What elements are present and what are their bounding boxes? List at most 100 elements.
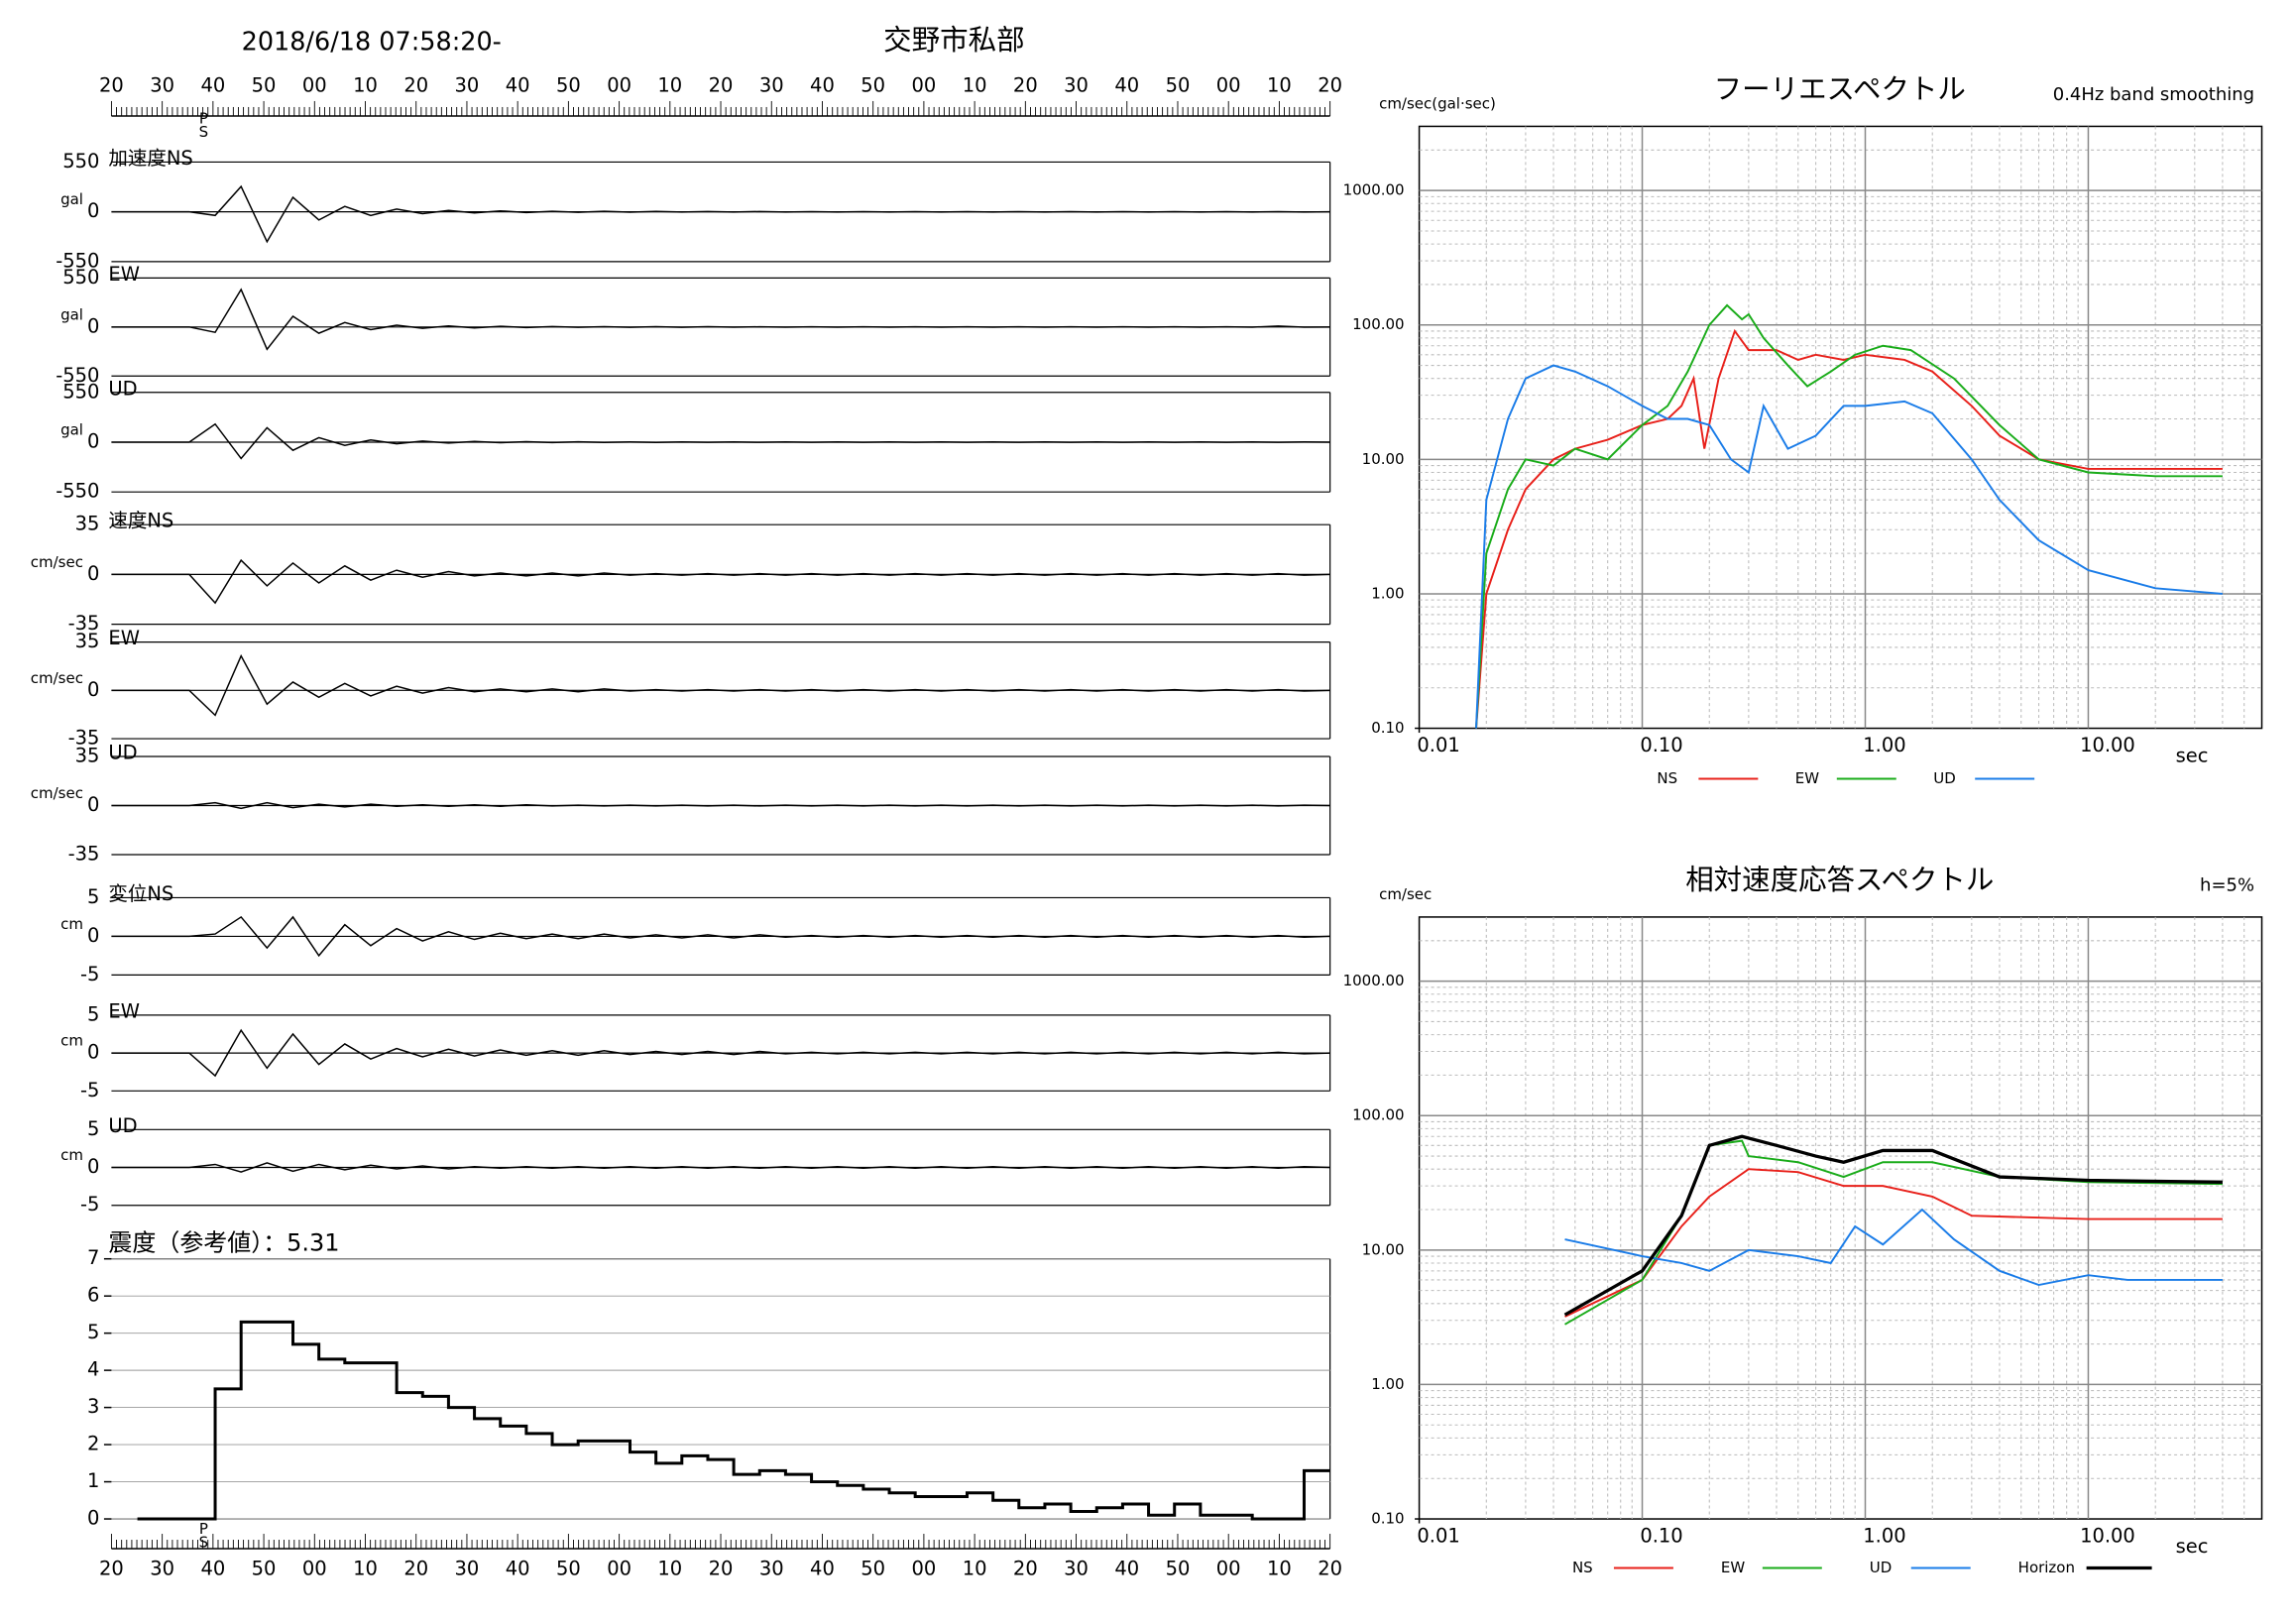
y-tick-label: 35	[75, 745, 100, 767]
time-label: 10	[1267, 73, 1292, 96]
trace-title: EW	[108, 999, 140, 1022]
waveform-line	[111, 184, 1330, 244]
y-tick-label: 0	[87, 924, 99, 947]
y-tick-label: -35	[68, 842, 100, 865]
series-line	[1475, 303, 2223, 729]
time-label: 00	[1216, 1558, 1241, 1580]
time-label: 10	[353, 73, 378, 96]
time-label: 00	[912, 1558, 937, 1580]
series-line	[1475, 364, 2223, 729]
x-tick-label: 0.01	[1417, 734, 1459, 756]
y-tick-label: 0	[87, 562, 99, 585]
unit-label: gal	[60, 420, 83, 438]
series-line	[1563, 1134, 2223, 1317]
series-line	[1475, 328, 2223, 729]
time-label: 50	[556, 73, 581, 96]
y-tick-label: -550	[56, 249, 99, 272]
time-label: 30	[150, 1558, 174, 1580]
x-tick-label: 0.10	[1640, 1525, 1682, 1548]
time-label: 40	[1114, 73, 1139, 96]
y-unit: cm/sec	[1379, 885, 1432, 903]
time-label: 20	[403, 1558, 428, 1580]
time-label: 30	[759, 73, 784, 96]
unit-label: gal	[60, 190, 83, 208]
y-tick-label: -5	[80, 1193, 99, 1216]
y-tick-label: 0	[87, 199, 99, 222]
y-tick-label: 35	[75, 513, 100, 535]
x-tick-label: 10.00	[2080, 1525, 2135, 1548]
y-tick-label: 550	[62, 150, 99, 173]
legend-label: UD	[1933, 769, 1956, 787]
time-label: 40	[200, 1558, 225, 1580]
y-tick-label: -5	[80, 963, 99, 985]
x-tick-label: 1.00	[1863, 1525, 1905, 1548]
time-label: 20	[709, 1558, 734, 1580]
trace-title: UD	[108, 1114, 137, 1137]
time-label: 30	[1064, 1558, 1089, 1580]
legend-label: NS	[1572, 1559, 1593, 1576]
y-tick-label: 0.10	[1371, 1510, 1404, 1528]
unit-label: gal	[60, 305, 83, 323]
y-tick-label: 0	[87, 1041, 99, 1064]
waveform-line	[111, 422, 1330, 460]
series-line	[1564, 1208, 2223, 1287]
y-tick-label: 10.00	[1362, 1240, 1405, 1258]
plot-frame	[1418, 125, 2263, 730]
time-label: 10	[963, 1558, 987, 1580]
series-line	[1564, 1168, 2223, 1318]
time-label: 10	[1267, 1558, 1292, 1580]
unit-label: cm/sec	[31, 784, 83, 802]
time-label: 50	[1166, 73, 1191, 96]
legend-label: Horizon	[2018, 1559, 2075, 1576]
time-label: 20	[1318, 1558, 1342, 1580]
trace-title: UD	[108, 742, 137, 764]
y-unit: cm/sec(gal·sec)	[1379, 94, 1496, 112]
y-tick-label: -5	[80, 1079, 99, 1101]
waveform-line	[111, 801, 1330, 810]
time-label: 40	[1114, 1558, 1139, 1580]
y-tick-label: 0	[87, 678, 99, 701]
time-label: 40	[506, 73, 530, 96]
unit-label: cm	[60, 1032, 83, 1050]
y-tick-label: 1	[87, 1469, 99, 1492]
y-tick-label: 2	[87, 1433, 99, 1455]
trace-title: UD	[108, 377, 137, 400]
x-unit: sec	[2176, 745, 2209, 767]
time-label: 30	[1064, 73, 1089, 96]
y-tick-label: 1000.00	[1343, 972, 1405, 989]
y-tick-label: -35	[68, 612, 100, 635]
time-label: 10	[657, 73, 682, 96]
series-line	[1564, 1139, 2223, 1326]
time-label: 00	[1216, 73, 1241, 96]
phase-mark: P	[199, 1520, 208, 1538]
y-tick-label: 5	[87, 1321, 99, 1343]
time-label: 00	[607, 73, 631, 96]
time-label: 20	[1013, 73, 1038, 96]
y-tick-label: 4	[87, 1358, 99, 1381]
waveform-line	[111, 558, 1330, 605]
y-tick-label: 3	[87, 1395, 99, 1418]
trace-title: 速度NS	[108, 510, 173, 532]
x-tick-label: 10.00	[2080, 734, 2135, 756]
y-tick-label: 0	[87, 1507, 99, 1530]
time-label: 50	[556, 1558, 581, 1580]
waveform-line	[111, 288, 1330, 351]
y-tick-label: 0	[87, 314, 99, 337]
y-tick-label: 7	[87, 1246, 99, 1269]
trace-title: EW	[108, 627, 140, 649]
time-label: 10	[657, 1558, 682, 1580]
trace-title: EW	[108, 263, 140, 286]
y-tick-label: 5	[87, 885, 99, 908]
chart-subtitle: 0.4Hz band smoothing	[2053, 84, 2254, 105]
y-tick-label: 35	[75, 630, 100, 652]
chart-title: 相対速度応答スペクトル	[1685, 864, 1994, 896]
trace-title: 変位NS	[108, 882, 173, 905]
unit-label: cm	[60, 915, 83, 933]
legend-label: UD	[1870, 1559, 1893, 1576]
chart-title: フーリエスペクトル	[1714, 72, 1966, 105]
plot-frame	[1418, 916, 2263, 1520]
time-label: 30	[455, 1558, 480, 1580]
phase-mark: S	[199, 123, 209, 141]
y-tick-label: -35	[68, 727, 100, 750]
y-tick-label: 1000.00	[1343, 181, 1405, 199]
